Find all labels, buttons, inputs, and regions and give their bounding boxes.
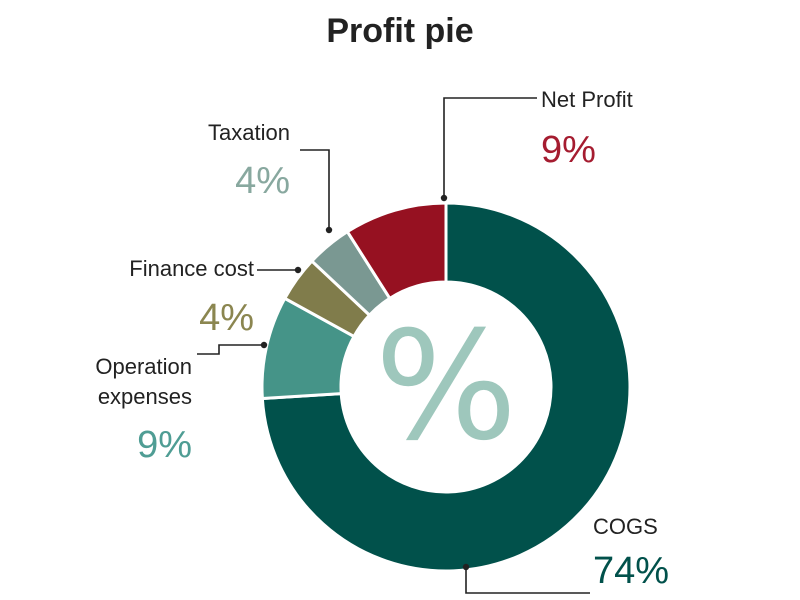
label-operation-expenses-line-1: Operation [95,354,192,379]
leader-dot-cogs [462,563,470,571]
leader-dot-operation-expenses [260,341,268,349]
value-finance-cost: 4% [199,297,254,339]
value-operation-expenses: 9% [137,424,192,466]
value-taxation: 4% [235,160,290,202]
slice-cogs [260,201,632,573]
value-cogs: 74% [593,550,669,592]
slice-net-profit [345,201,448,301]
label-operation-expenses-line-2: expenses [98,384,192,409]
center-percent-symbol: % [375,300,518,474]
label-cogs: COGS [593,514,658,539]
leader-taxation [300,149,330,230]
label-net-profit: Net Profit [541,87,633,112]
label-taxation: Taxation [208,120,290,145]
donut-slices [260,201,632,573]
leader-lines [197,97,590,594]
leader-dot-taxation [325,226,333,234]
leader-dot-net-profit [440,194,448,202]
leader-dot-finance-cost [294,266,302,274]
slice-labels: COGS 74% Operation expenses 9% Finance cost 4%… [95,87,669,592]
label-finance-cost: Finance cost [129,256,254,281]
leader-operation-expenses [197,344,264,355]
leader-cogs [465,567,590,594]
chart-title: Profit pie [326,12,473,50]
leader-net-profit [443,97,537,198]
value-net-profit: 9% [541,129,596,171]
